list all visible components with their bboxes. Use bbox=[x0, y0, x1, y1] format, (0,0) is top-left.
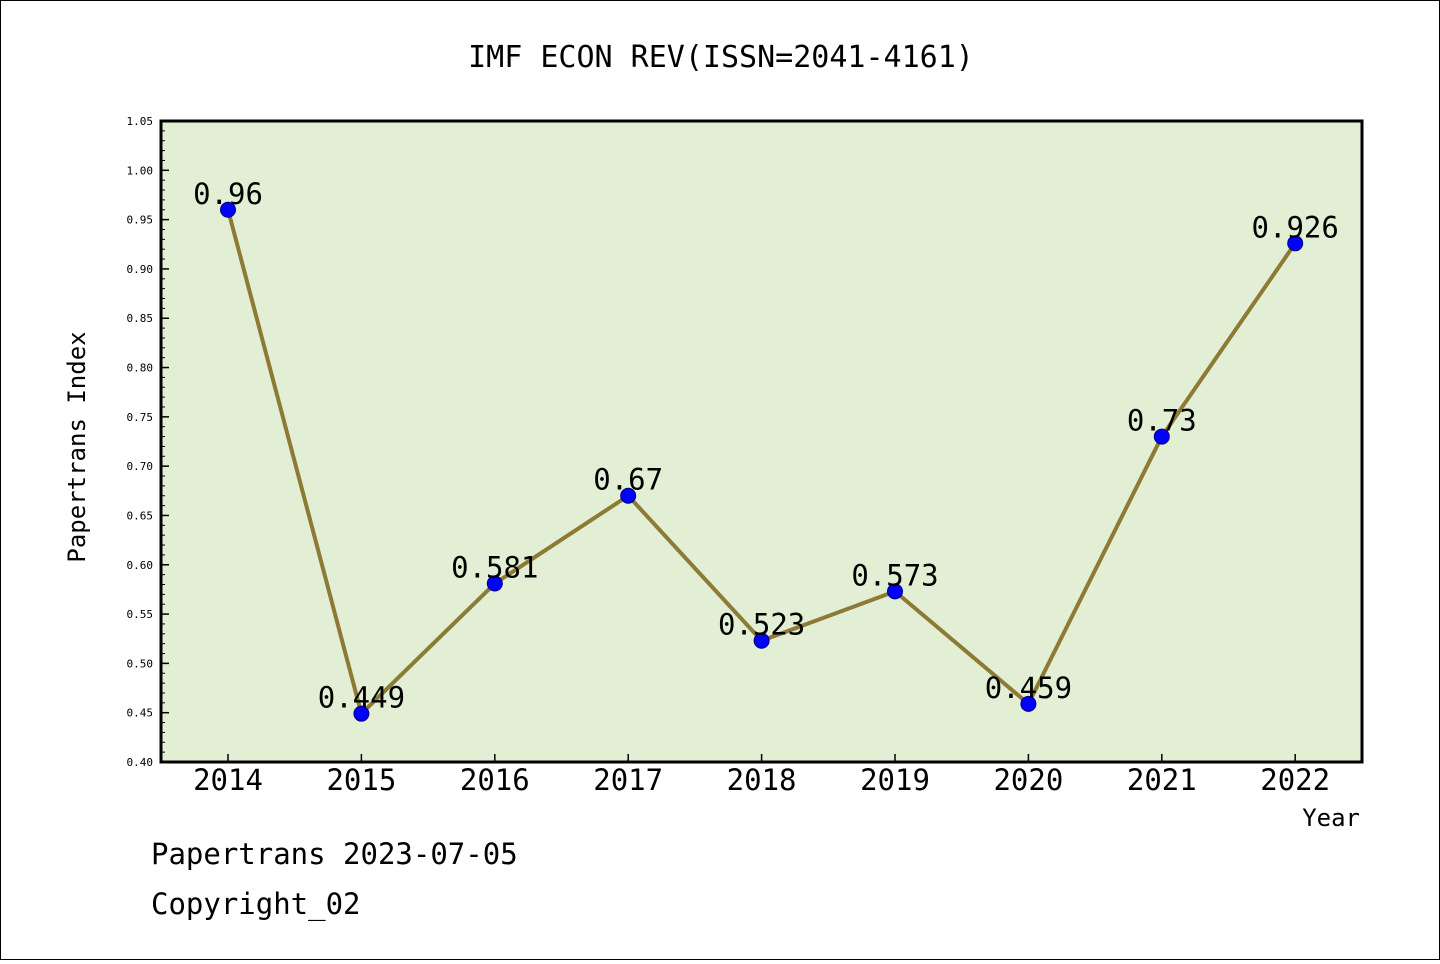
y-tick-label: 0.80 bbox=[127, 362, 154, 375]
y-tick-label: 0.45 bbox=[127, 707, 154, 720]
x-tick-label: 2018 bbox=[727, 763, 797, 797]
y-tick-label: 0.40 bbox=[127, 756, 154, 769]
data-point bbox=[486, 575, 503, 592]
data-point bbox=[753, 632, 770, 649]
data-label: 0.67 bbox=[593, 463, 663, 497]
data-label: 0.523 bbox=[718, 608, 805, 642]
y-tick-label: 0.90 bbox=[127, 263, 154, 276]
y-tick-label: 0.60 bbox=[127, 559, 154, 572]
footer-date: Papertrans 2023-07-05 bbox=[151, 837, 518, 871]
data-point bbox=[353, 705, 370, 722]
data-point bbox=[1287, 235, 1304, 252]
y-tick-label: 0.70 bbox=[127, 460, 154, 473]
data-point bbox=[1020, 695, 1037, 712]
y-tick-label: 1.05 bbox=[127, 115, 154, 128]
data-label: 0.73 bbox=[1127, 404, 1197, 438]
x-tick-label: 2015 bbox=[326, 763, 396, 797]
x-tick-label: 2016 bbox=[460, 763, 530, 797]
data-label: 0.449 bbox=[318, 681, 405, 715]
x-tick-label: 2014 bbox=[193, 763, 263, 797]
y-tick-label: 0.55 bbox=[127, 608, 154, 621]
footer-copyright: Copyright_02 bbox=[151, 887, 361, 921]
y-tick-label: 0.50 bbox=[127, 657, 154, 670]
data-label: 0.96 bbox=[193, 177, 263, 211]
x-tick-label: 2019 bbox=[860, 763, 930, 797]
y-tick-label: 0.75 bbox=[127, 411, 154, 424]
data-label: 0.926 bbox=[1252, 210, 1339, 244]
y-tick-label: 0.95 bbox=[127, 214, 154, 227]
chart-title: IMF ECON REV(ISSN=2041-4161) bbox=[468, 40, 974, 75]
y-tick-label: 0.65 bbox=[127, 509, 154, 522]
x-tick-label: 2022 bbox=[1260, 763, 1330, 797]
data-point bbox=[620, 487, 637, 504]
data-label: 0.459 bbox=[985, 671, 1072, 705]
x-tick-label: 2020 bbox=[993, 763, 1063, 797]
data-points bbox=[220, 201, 1304, 722]
data-point bbox=[220, 201, 236, 218]
data-point bbox=[1153, 428, 1170, 445]
y-axis: 0.40 0.45 0.50 0.55 0.60 0.65 0.70 0.75 0.80 0.85… bbox=[127, 115, 169, 769]
data-labels: 0.96 0.449 0.581 0.67 0.523 0.573 0.459 0.73 0.9… bbox=[193, 177, 1339, 715]
data-point bbox=[887, 583, 903, 600]
x-axis-label: Year bbox=[1302, 804, 1360, 832]
x-tick-label: 2017 bbox=[593, 763, 663, 797]
y-tick-label: 1.00 bbox=[127, 164, 154, 177]
x-axis: 2014 2015 2016 2017 2018 2019 2020 2021 2022 bbox=[193, 754, 1330, 797]
y-tick-label: 0.85 bbox=[127, 312, 154, 325]
x-tick-label: 2021 bbox=[1127, 763, 1197, 797]
plot-area bbox=[159, 119, 1364, 764]
data-label: 0.573 bbox=[851, 558, 938, 592]
y-axis-label: Papertrans Index bbox=[63, 331, 91, 562]
data-label: 0.581 bbox=[451, 551, 538, 585]
